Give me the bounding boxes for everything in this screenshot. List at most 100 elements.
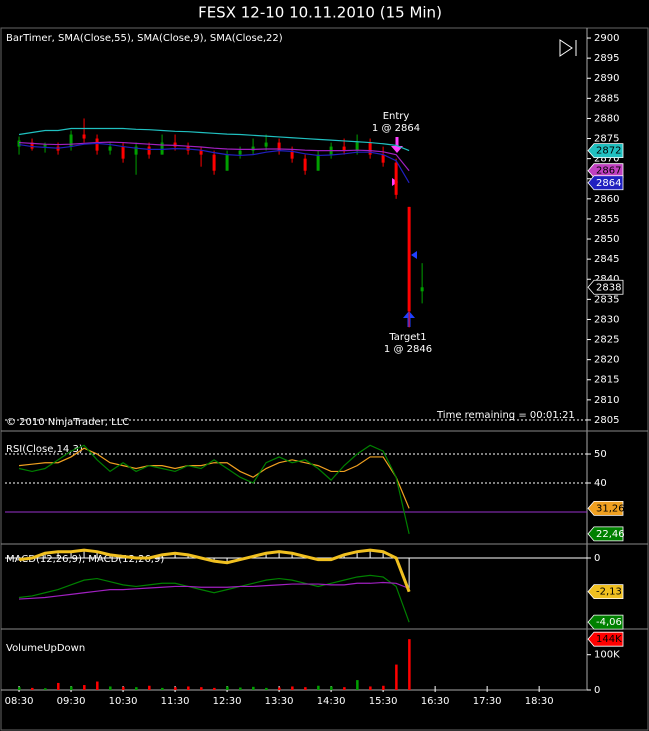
candle-body — [277, 142, 281, 151]
candle-body — [264, 142, 268, 147]
volume-bar — [83, 685, 86, 690]
y-tick-label: 2870 — [594, 154, 619, 165]
panel-label: VolumeUpDown — [6, 643, 85, 654]
candle-body — [303, 158, 307, 171]
sma-line — [18, 142, 410, 184]
price-marker-label: -2,13 — [596, 587, 622, 598]
volume-bar — [70, 686, 73, 690]
x-tick-label: 12:30 — [213, 696, 242, 707]
volume-bar — [317, 685, 320, 690]
panel-label: BarTimer, SMA(Close,55), SMA(Close,9), S… — [6, 33, 283, 44]
volume-bar — [343, 687, 346, 690]
price-marker — [587, 526, 624, 542]
candle-body — [147, 146, 151, 155]
x-tick-label: 09:30 — [57, 696, 86, 707]
volume-bar — [18, 687, 21, 690]
volume-bar — [96, 681, 99, 690]
play-icon[interactable] — [559, 39, 573, 57]
y-tick-label: 2890 — [594, 73, 619, 84]
candle-body — [407, 206, 411, 312]
price-marker — [587, 175, 624, 191]
candle-body — [82, 134, 86, 139]
y-tick-label: 2875 — [594, 134, 619, 145]
volume-bar — [174, 687, 177, 690]
y-tick-label: 2880 — [594, 113, 619, 124]
x-tick-label: 10:30 — [109, 696, 138, 707]
y-tick-label: 2840 — [594, 274, 619, 285]
x-tick-label: 18:30 — [525, 696, 554, 707]
y-tick-label: 0 — [594, 553, 600, 564]
candle-body — [368, 142, 372, 155]
volume-bar — [252, 686, 255, 690]
volume-bar — [187, 686, 190, 690]
candle-body — [342, 146, 346, 151]
volume-bar — [395, 664, 398, 690]
candle-body — [316, 154, 320, 171]
candle-body — [381, 154, 385, 163]
price-marker — [587, 143, 624, 159]
volume-bar — [239, 687, 242, 690]
volume-bar — [161, 687, 164, 690]
y-tick-label: 2895 — [594, 53, 619, 64]
y-tick-label: 2805 — [594, 415, 619, 426]
volume-bar — [226, 686, 229, 690]
price-marker — [587, 500, 624, 516]
y-tick-label: 2845 — [594, 254, 619, 265]
volume-bar — [330, 686, 333, 690]
candle-body — [69, 134, 73, 147]
volume-bar — [135, 687, 138, 690]
volume-bar — [122, 686, 125, 690]
candle-body — [212, 154, 216, 171]
candle-body — [160, 142, 164, 155]
play-button[interactable] — [559, 39, 577, 57]
candle-body — [355, 142, 359, 151]
y-tick-label: 2860 — [594, 194, 619, 205]
sma-line — [18, 127, 410, 152]
volume-bar — [265, 687, 268, 690]
price-marker-label: 2838 — [596, 282, 621, 293]
candle-body — [134, 146, 138, 155]
indicator-line — [18, 447, 410, 509]
candle-body — [394, 162, 398, 195]
volume-bar — [109, 686, 112, 690]
price-marker-label: 144K — [596, 634, 622, 645]
x-tick-label: 15:30 — [369, 696, 398, 707]
candle-body — [238, 150, 242, 155]
price-marker-label: 2867 — [596, 166, 621, 177]
y-tick-label: 2850 — [594, 234, 619, 245]
price-marker-label: 31,26 — [596, 503, 625, 514]
indicator-line — [18, 444, 410, 534]
volume-bar — [44, 688, 47, 690]
candle-body — [108, 146, 112, 151]
target-fill-triangle — [411, 251, 417, 259]
x-tick-label: 08:30 — [5, 696, 34, 707]
price-marker-label: 2864 — [596, 178, 621, 189]
price-marker-label: 22,46 — [596, 529, 625, 540]
x-tick-label: 16:30 — [421, 696, 450, 707]
copyright: © 2010 NinjaTrader, LLC — [6, 417, 129, 428]
volume-bar — [200, 687, 203, 690]
macd-line — [18, 574, 410, 623]
y-tick-label: 2830 — [594, 314, 619, 325]
candle-body — [43, 144, 47, 147]
entry-label: Entry — [383, 111, 410, 122]
y-tick-label: 2885 — [594, 93, 619, 104]
candle-body — [420, 287, 424, 292]
volume-bar — [148, 685, 151, 690]
candle-body — [290, 150, 294, 159]
sma-line — [19, 141, 410, 172]
entry-qty: 1 @ 2864 — [372, 123, 420, 134]
x-tick-label: 13:30 — [265, 696, 294, 707]
price-marker — [587, 279, 624, 295]
price-marker — [587, 631, 624, 647]
macd-line — [19, 581, 410, 600]
time-remaining: Time remaining = 00:01:21 — [436, 410, 575, 421]
candle-body — [17, 140, 21, 147]
price-marker-label: 2872 — [596, 146, 621, 157]
volume-bar — [408, 639, 411, 690]
y-tick-label: 100K — [594, 650, 620, 661]
volume-bar — [382, 685, 385, 690]
macd-line — [18, 548, 411, 593]
